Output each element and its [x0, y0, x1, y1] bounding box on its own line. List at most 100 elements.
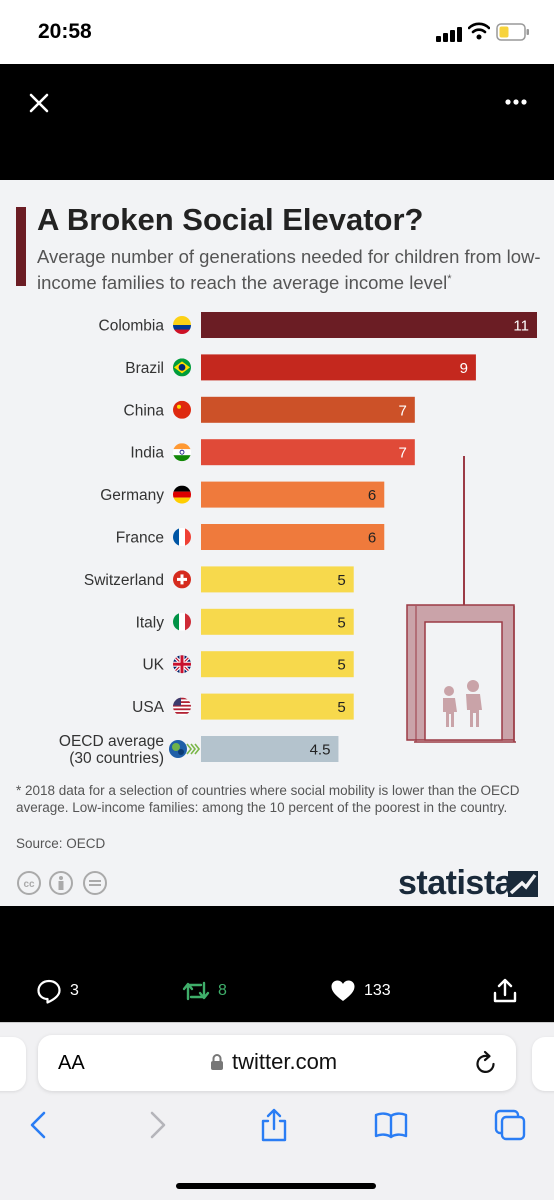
category-label: Switzerland — [84, 572, 164, 589]
battery-icon — [496, 23, 529, 41]
category-label: France — [116, 530, 164, 547]
retweet-button[interactable]: 8 — [182, 976, 227, 1006]
reply-icon — [37, 979, 61, 1004]
usa-flag-icon — [173, 697, 191, 716]
safari-browser-chrome: AA twitter.com — [0, 1022, 554, 1200]
svg-text:cc: cc — [23, 879, 35, 890]
chart-row: 5 UK — [142, 651, 354, 678]
category-label: China — [124, 402, 165, 419]
bar-chart: 11 Colombia 9 Brazil 7 China 7 India 6 Germany 6 Fr… — [59, 312, 537, 767]
bar — [201, 566, 354, 593]
bar-value-label: 5 — [337, 614, 345, 631]
colombia-flag-icon — [173, 316, 191, 334]
category-label: India — [130, 445, 164, 462]
tabs-icon[interactable] — [492, 1107, 528, 1143]
infographic-image[interactable]: A Broken Social Elevator? Average number… — [0, 180, 554, 906]
like-button[interactable]: 133 — [330, 976, 391, 1006]
lock-icon — [211, 1054, 223, 1070]
bar — [201, 396, 415, 423]
france-flag-icon — [173, 528, 191, 546]
address-bar[interactable]: AA twitter.com — [38, 1035, 516, 1091]
status-bar: 20:58 — [0, 0, 554, 64]
chart-subtitle: Average number of generations needed for… — [37, 246, 549, 294]
heart-icon — [331, 980, 355, 1001]
home-indicator — [176, 1183, 376, 1189]
category-label: (30 countries) — [69, 750, 164, 767]
statista-logo-text: statista — [398, 864, 514, 902]
chart-subtitle-text: Average number of generations needed for… — [37, 246, 541, 294]
retweet-count: 8 — [218, 982, 227, 999]
bar-value-label: 6 — [368, 487, 376, 504]
bar-value-label: 7 — [398, 402, 406, 419]
bar — [201, 524, 385, 550]
chart-row: 6 France — [116, 524, 385, 550]
chart-row: 7 India — [130, 439, 415, 466]
chart-title: A Broken Social Elevator? — [37, 202, 424, 237]
chart-row: 7 China — [124, 396, 415, 423]
brazil-flag-icon — [173, 358, 191, 377]
creative-commons-icons: cc — [17, 871, 107, 895]
like-count: 133 — [364, 982, 391, 999]
bar-value-label: 5 — [337, 699, 345, 716]
forward-icon[interactable] — [140, 1107, 176, 1143]
india-flag-icon — [173, 443, 191, 462]
oecd-arrows-icon — [186, 743, 201, 755]
chart-row: 5 Switzerland — [84, 566, 354, 593]
text-size-button[interactable]: AA — [58, 1052, 85, 1074]
switzerland-flag-icon — [173, 570, 191, 589]
share-icon[interactable] — [492, 978, 518, 1004]
bar-value-label: 7 — [398, 445, 406, 462]
previous-tab-preview[interactable] — [0, 1037, 26, 1091]
more-options-icon[interactable] — [500, 94, 532, 110]
category-label: Germany — [100, 487, 164, 504]
bar — [201, 481, 385, 508]
bar-value-label: 5 — [337, 572, 345, 589]
reply-button[interactable]: 3 — [36, 976, 79, 1006]
bar-value-label: 5 — [337, 657, 345, 674]
oecd-logo-icon — [169, 740, 187, 758]
italy-flag-icon — [173, 612, 191, 631]
bar — [201, 608, 354, 635]
wifi-icon — [468, 22, 490, 40]
chart-row: 4.5 OECD average(30 countries) — [59, 733, 339, 767]
chart-row: 5 Italy — [136, 608, 354, 635]
subtitle-footnote-mark: * — [447, 273, 452, 285]
bar — [201, 736, 339, 762]
bar-value-label: 4.5 — [310, 742, 331, 759]
bookmarks-icon[interactable] — [373, 1107, 409, 1143]
close-icon[interactable] — [26, 90, 52, 116]
category-label: Brazil — [125, 360, 164, 377]
children-silhouette-icon — [443, 680, 482, 727]
chart-row: 11 Colombia — [99, 312, 537, 338]
tweet-action-bar: 3 8 133 — [0, 906, 554, 1022]
title-accent-bar — [16, 207, 26, 286]
statista-logo-icon — [508, 871, 538, 897]
bar — [201, 312, 537, 338]
category-label: Italy — [136, 614, 165, 631]
share-sheet-icon[interactable] — [256, 1107, 292, 1143]
reply-count: 3 — [70, 982, 79, 999]
back-icon[interactable] — [20, 1107, 56, 1143]
next-tab-preview[interactable] — [532, 1037, 554, 1091]
cellular-signal-icon — [436, 26, 462, 42]
reload-icon[interactable] — [474, 1050, 498, 1076]
chart-row: 5 USA — [132, 693, 354, 720]
chart-footnote: * 2018 data for a selection of countries… — [16, 783, 520, 815]
uk-flag-icon — [173, 655, 191, 674]
chart-row: 6 Germany — [100, 481, 385, 508]
chart-source: Source: OECD — [16, 836, 106, 851]
chart-row: 9 Brazil — [125, 354, 476, 381]
elevator-illustration — [406, 456, 516, 743]
china-flag-icon — [173, 400, 191, 419]
category-label: USA — [132, 699, 165, 716]
bar — [201, 651, 354, 678]
status-time: 20:58 — [38, 20, 92, 43]
bar-value-label: 9 — [460, 360, 468, 377]
category-label: UK — [142, 657, 164, 674]
bar — [201, 693, 354, 720]
retweet-icon — [182, 981, 210, 1001]
bar-value-label: 11 — [513, 318, 529, 335]
category-label: Colombia — [99, 318, 165, 335]
url-text[interactable]: twitter.com — [232, 1049, 338, 1074]
media-viewer-header — [0, 64, 554, 180]
